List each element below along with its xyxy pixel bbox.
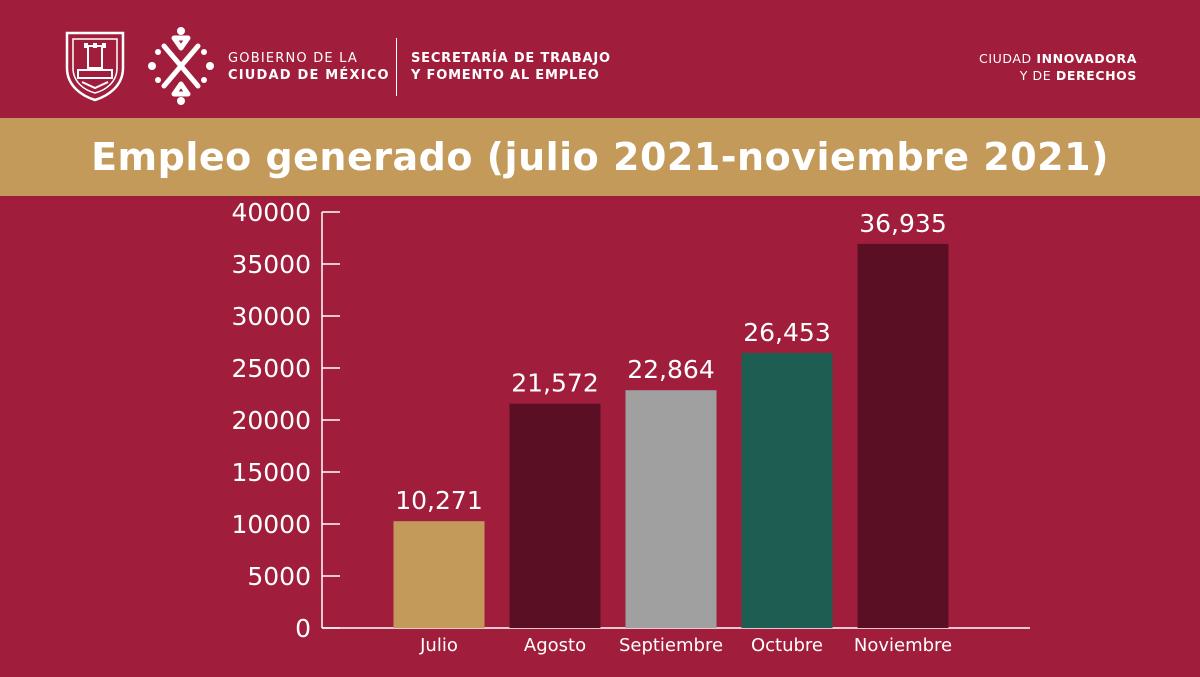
data-label: 22,864	[627, 355, 714, 384]
x-tick-label: Septiembre	[619, 635, 723, 656]
bar	[393, 521, 485, 628]
cdmx-shield-icon	[65, 31, 125, 102]
slogan-line1-b: INNOVADORA	[1036, 51, 1137, 66]
bar	[625, 390, 717, 628]
y-tick-label: 15000	[231, 458, 311, 487]
data-label: 21,572	[511, 369, 598, 398]
header: GOBIERNO DE LA CIUDAD DE MÉXICO SECRETAR…	[0, 0, 1200, 118]
slogan: CIUDAD INNOVADORA Y DE DERECHOS	[979, 50, 1137, 84]
y-tick-label: 10000	[231, 510, 311, 539]
government-name: GOBIERNO DE LA CIUDAD DE MÉXICO	[228, 50, 390, 84]
data-label: 26,453	[743, 318, 830, 347]
chart-bars	[393, 243, 949, 628]
government-name-line1: GOBIERNO DE LA	[228, 51, 358, 66]
data-label: 10,271	[395, 486, 482, 515]
x-tick-label: Octubre	[751, 635, 823, 656]
y-tick-label: 25000	[231, 354, 311, 383]
slogan-line1-a: CIUDAD	[979, 51, 1037, 66]
chart-labels: 10,271 Julio 21,572 Agosto 22,864 Septiembre 2…	[395, 209, 952, 656]
title-band: Empleo generado (julio 2021-noviembre 20…	[0, 118, 1200, 196]
cdmx-emblem-icon	[148, 27, 214, 105]
bar	[741, 352, 833, 628]
x-tick-label: Noviembre	[854, 635, 952, 656]
bar	[509, 403, 601, 628]
government-name-line2: CIUDAD DE MÉXICO	[228, 68, 390, 83]
header-divider	[396, 38, 397, 96]
y-tick-label: 20000	[231, 406, 311, 435]
x-tick-label: Julio	[419, 635, 458, 656]
secretariat-name-line1: SECRETARÍA DE TRABAJO	[411, 51, 611, 66]
data-label: 36,935	[859, 209, 946, 238]
y-tick-label: 40000	[231, 198, 311, 227]
y-tick-label: 0	[295, 614, 311, 643]
slogan-line2-a: Y DE	[1019, 68, 1056, 83]
secretariat-name: SECRETARÍA DE TRABAJO Y FOMENTO AL EMPLE…	[411, 50, 611, 84]
chart-title: Empleo generado (julio 2021-noviembre 20…	[91, 135, 1109, 179]
y-tick-label: 30000	[231, 302, 311, 331]
secretariat-name-line2: Y FOMENTO AL EMPLEO	[411, 68, 600, 83]
x-tick-label: Agosto	[524, 635, 586, 656]
y-tick-label: 5000	[247, 562, 311, 591]
bar	[857, 243, 949, 628]
y-tick-label: 35000	[231, 250, 311, 279]
slogan-line2-b: DERECHOS	[1055, 68, 1137, 83]
